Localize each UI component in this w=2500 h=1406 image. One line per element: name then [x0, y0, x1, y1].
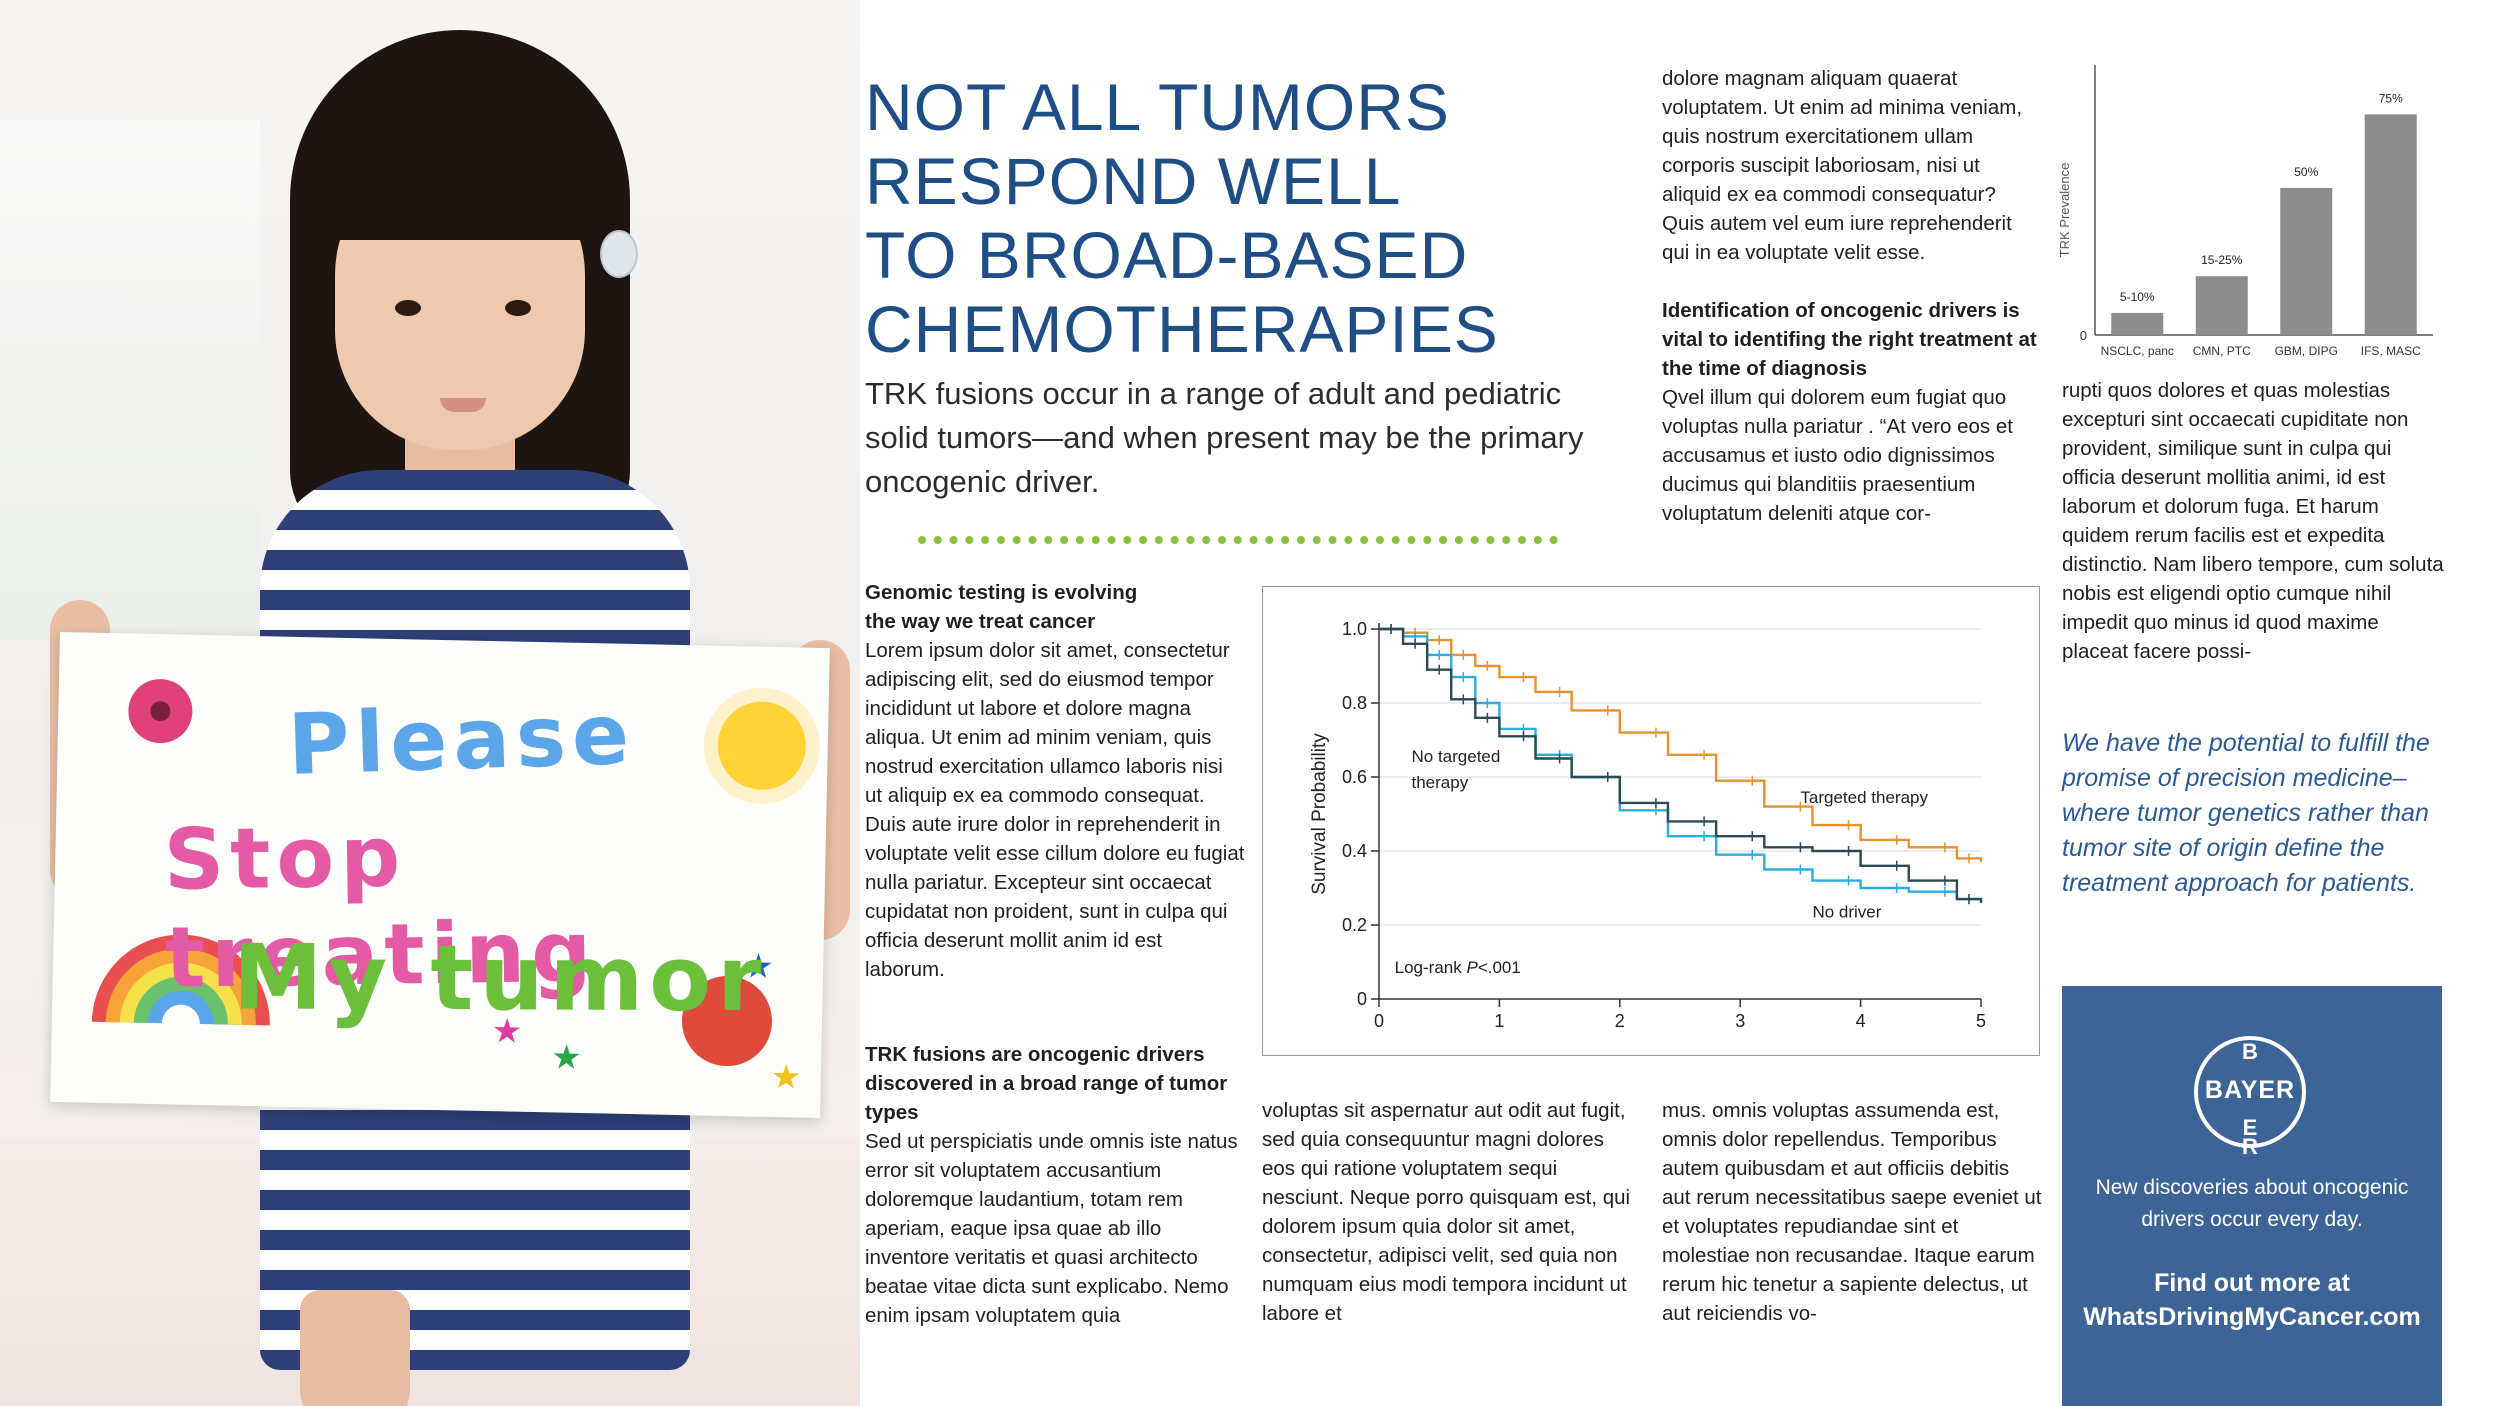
survival-curve [1379, 627, 1983, 903]
bayer-logo-vertical: B A E R [2242, 1039, 2258, 1159]
trk-fusions-section: TRK fusions are oncogenic drivers discov… [865, 1040, 1245, 1330]
survival-curve [1379, 627, 1983, 863]
bayer-logo-horizontal: BAYER [2204, 1076, 2296, 1104]
body-column-3-bottom: mus. omnis voluptas assumenda est, omnis… [1662, 1099, 2042, 1325]
hair-clip [600, 230, 638, 278]
sign-line-1: Please [286, 684, 637, 794]
headline-line: TO BROAD-BASED [865, 218, 1469, 292]
y-tick-label: 0.4 [1342, 841, 1367, 861]
body-column-3-top: dolore magnam aliquam quaerat voluptatem… [1662, 67, 2023, 264]
background-window [0, 120, 260, 640]
headline-line: CHEMOTHERAPIES [865, 292, 1499, 366]
bar-data-label: 75% [2379, 91, 2403, 105]
logo-letter: R [2242, 1134, 2258, 1159]
sign-line-3: My tumor [232, 925, 768, 1033]
flower-drawing [127, 678, 194, 744]
logo-letter: B [2242, 1039, 2258, 1064]
dotted-divider [918, 536, 1558, 544]
bar-data-label: 50% [2294, 165, 2318, 179]
series-label: Targeted therapy [1800, 788, 1928, 807]
x-tick-label: 3 [1735, 1011, 1745, 1031]
section-text: Lorem ipsum dolor sit amet, consectetur … [865, 639, 1245, 981]
girl-leg [300, 1290, 410, 1406]
sun-drawing [716, 700, 807, 791]
y-tick-label: 0.6 [1342, 767, 1367, 787]
logo-letter: E [2242, 1115, 2258, 1140]
identification-section: Identification of oncogenic drivers is v… [1662, 296, 2042, 528]
bayer-cta: Find out more at WhatsDrivingMyCancer.co… [2072, 1266, 2432, 1334]
y-tick-label: 0.2 [1342, 915, 1367, 935]
left-eye [395, 300, 421, 316]
bar-data-label: 5-10% [2120, 290, 2155, 304]
section-text: Qvel illum qui dolorem eum fugiat quo vo… [1662, 386, 2013, 525]
y-axis-label: TRK Prevalence [2057, 163, 2072, 258]
x-tick-label: NSCLC, panc [2101, 344, 2174, 358]
y-tick-label: 1.0 [1342, 619, 1367, 639]
x-tick-label: GBM, DIPG [2275, 344, 2338, 358]
x-tick-label: 4 [1856, 1011, 1866, 1031]
body-column-4: rupti quos dolores et quas molestias exc… [2062, 379, 2444, 663]
girl-bangs [325, 120, 595, 240]
y-tick-label: 0 [2080, 328, 2087, 343]
series-label: therapy [1412, 773, 1469, 792]
right-eye [505, 300, 531, 316]
x-tick-label: IFS, MASC [2361, 344, 2421, 358]
bar [2280, 187, 2333, 335]
hero-photo: ★ ★ ★ ★ Please Stop treating My tumor [0, 0, 860, 1406]
y-tick-label: 0 [1357, 989, 1367, 1009]
intro-text: TRK fusions occur in a range of adult an… [865, 376, 1584, 499]
x-tick-label: CMN, PTC [2193, 344, 2251, 358]
headline-line: RESPOND WELL [865, 144, 1402, 218]
prevalence-bar-chart: 0 TRK Prevalence 5-10% NSCLC, panc 15-25% CMN… [2057, 65, 2433, 358]
cta-intro: Find out more at [2154, 1269, 2350, 1297]
section-heading: Genomic testing is evolving [865, 581, 1138, 604]
headline: NOT ALL TUMORS RESPOND WELL TO BROAD-BAS… [865, 70, 1565, 366]
star-icon: ★ [550, 1037, 583, 1079]
section-heading: the way we treat cancer [865, 610, 1096, 633]
headline-line: NOT ALL TUMORS [865, 70, 1450, 144]
bar-data-label: 15-25% [2201, 253, 2243, 267]
series-label: No driver [1812, 903, 1881, 922]
x-tick-label: 5 [1976, 1011, 1986, 1031]
genomic-testing-section: Genomic testing is evolving the way we t… [865, 578, 1245, 984]
series-label: No targeted [1412, 747, 1501, 766]
bar [2111, 312, 2164, 335]
x-tick-label: 0 [1374, 1011, 1384, 1031]
bayer-tagline: New discoveries about oncogenic drivers … [2095, 1176, 2409, 1231]
bayer-cta-box[interactable]: BAYER B A E R New discoveries about onco… [2062, 986, 2442, 1406]
bar [2364, 114, 2417, 335]
star-icon: ★ [770, 1056, 802, 1098]
x-tick-label: 2 [1615, 1011, 1625, 1031]
survival-curve [1379, 627, 1983, 903]
y-tick-label: 0.8 [1342, 693, 1367, 713]
handmade-sign: ★ ★ ★ ★ Please Stop treating My tumor [50, 631, 830, 1119]
bar [2195, 276, 2248, 335]
section-text: Sed ut perspiciatis unde omnis iste natu… [865, 1130, 1238, 1327]
bayer-logo: BAYER B A E R [2194, 1036, 2306, 1158]
body-column-2: voluptas sit aspernatur aut odit aut fug… [1262, 1099, 1631, 1325]
survival-chart-svg: 0 0.2 0.4 0.6 0.8 1.0 0 1 2 3 4 5 Survival Probabili… [1309, 619, 1986, 1031]
survival-chart: 0 0.2 0.4 0.6 0.8 1.0 0 1 2 3 4 5 Survival Probabili… [1262, 586, 2040, 1056]
pull-quote: We have the potential to fulfill the pro… [2062, 729, 2430, 897]
logrank-annotation: Log-rank P<.001 [1395, 958, 1521, 977]
section-heading: TRK fusions are oncogenic drivers discov… [865, 1043, 1228, 1124]
y-axis-label: Survival Probability [1309, 733, 1330, 895]
x-tick-label: 1 [1494, 1011, 1504, 1031]
cta-link[interactable]: WhatsDrivingMyCancer.com [2083, 1303, 2421, 1331]
section-heading: Identification of oncogenic drivers is v… [1662, 299, 2037, 380]
girl-lips [440, 398, 486, 412]
